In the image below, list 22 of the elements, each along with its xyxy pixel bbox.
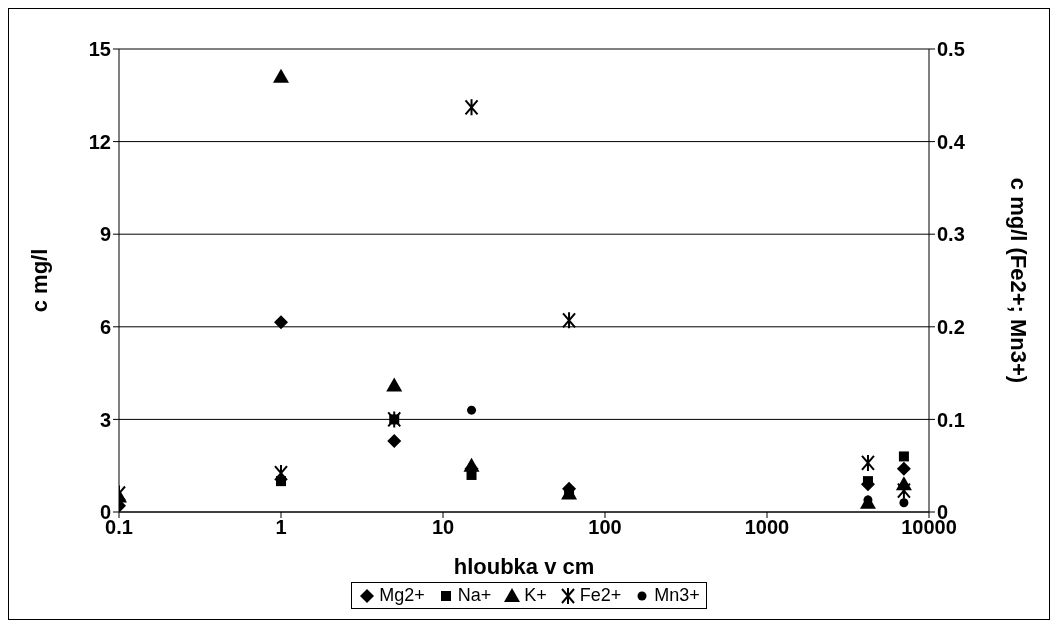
y2-tick-label: 0.1 — [937, 408, 965, 431]
legend-label: Mn3+ — [654, 585, 700, 606]
x-tick-label: 1000 — [744, 516, 790, 539]
x-tick-label: 1 — [275, 516, 287, 539]
y2-tick-label: 0.3 — [937, 223, 965, 246]
x-axis-title: hloubka v cm — [453, 554, 595, 579]
y2-tick-label: 0.2 — [937, 315, 965, 338]
y-tick-label: 15 — [88, 38, 111, 61]
legend-label: K+ — [524, 585, 547, 606]
y2-axis-title: c mg/l (Fe2+; Mn3+) — [1006, 177, 1032, 384]
y-tick-label: 6 — [99, 315, 111, 338]
y2-tick-label: 0.5 — [937, 38, 965, 61]
y-axis-title: c mg/l — [26, 248, 52, 313]
y-tick-label: 3 — [99, 408, 111, 431]
x-tick-label: 100 — [588, 516, 622, 539]
legend-label: Fe2+ — [579, 585, 622, 606]
y-tick-label: 12 — [88, 130, 111, 153]
y2-tick-label: 0.4 — [937, 130, 966, 153]
y-tick-label: 9 — [99, 223, 111, 246]
legend-label: Mg2+ — [379, 585, 425, 606]
x-tick-label: 10 — [431, 516, 455, 539]
legend-label: Na+ — [457, 585, 492, 606]
